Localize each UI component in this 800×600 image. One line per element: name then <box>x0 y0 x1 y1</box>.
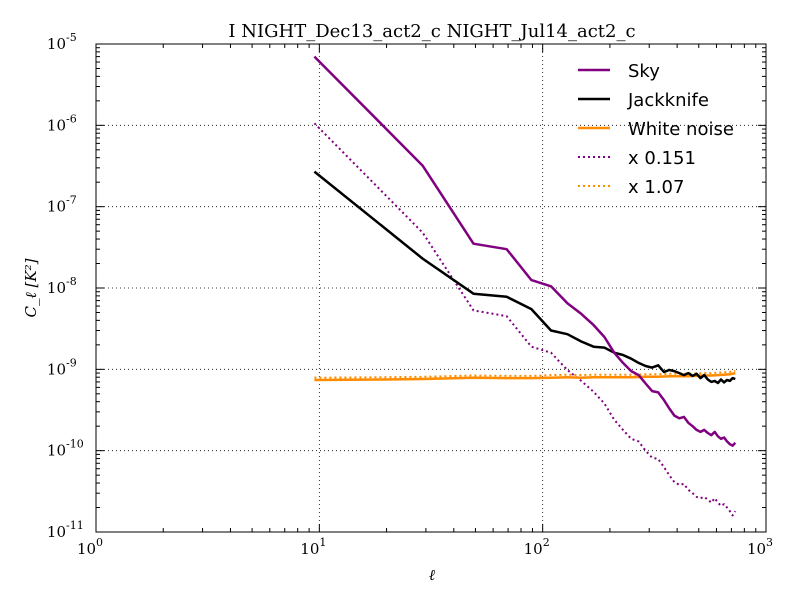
series-layer <box>313 55 737 517</box>
x-tick-label: 103 <box>747 536 773 558</box>
y-tick-label: 10-7 <box>47 194 77 216</box>
x-tick-label: 100 <box>77 536 103 558</box>
x-tick-label: 101 <box>300 536 326 558</box>
legend-label: Jackknife <box>627 90 709 111</box>
series-line-2 <box>314 371 736 382</box>
legend-label: x 0.151 <box>628 148 696 169</box>
series-line-0 <box>313 55 737 447</box>
x-tick-label: 102 <box>524 536 550 558</box>
series-line-4 <box>314 369 736 379</box>
legend-label: Sky <box>628 61 660 82</box>
y-tick-label: 10-9 <box>47 356 77 378</box>
y-axis-label: C_ℓ [K²] <box>22 258 40 317</box>
x-axis-label: ℓ <box>429 566 435 584</box>
legend: Sky Jackknife White noise x 0.151 x 1.07 <box>578 61 734 198</box>
legend-label: x 1.07 <box>628 177 684 198</box>
y-tick-label: 10-10 <box>47 438 84 460</box>
y-tick-label: 10-6 <box>47 112 77 134</box>
y-tick-label: 10-11 <box>47 519 84 541</box>
legend-label: White noise <box>628 119 734 140</box>
y-tick-label: 10-8 <box>47 275 77 297</box>
y-tick-label: 10-5 <box>47 31 77 53</box>
grid <box>96 44 766 532</box>
chart-title: I NIGHT_Dec13_act2_c NIGHT_Jul14_act2_c <box>228 21 635 42</box>
series-line-1 <box>313 170 736 385</box>
